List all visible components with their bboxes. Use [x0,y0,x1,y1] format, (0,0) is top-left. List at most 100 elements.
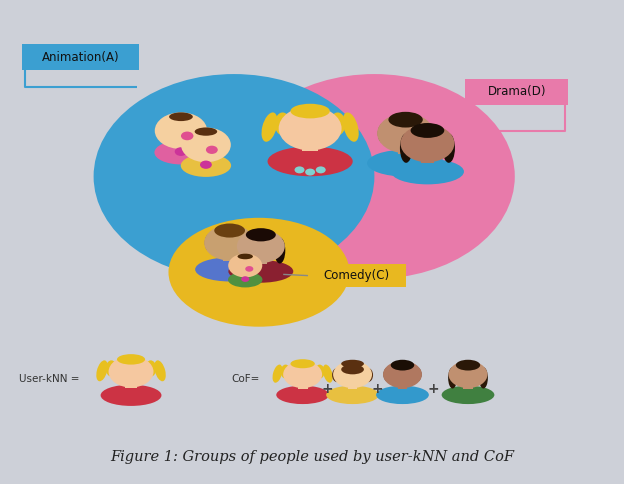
Text: Animation(A): Animation(A) [42,50,119,63]
FancyBboxPatch shape [421,154,434,163]
Ellipse shape [275,112,290,136]
Text: User-kNN =: User-kNN = [19,374,79,384]
FancyBboxPatch shape [223,253,236,261]
Circle shape [449,361,487,388]
Text: +: + [372,381,383,395]
FancyBboxPatch shape [302,141,318,151]
Ellipse shape [169,112,193,121]
Circle shape [175,147,187,156]
Ellipse shape [195,257,264,282]
Ellipse shape [323,364,333,383]
FancyBboxPatch shape [399,145,412,154]
Circle shape [237,229,285,263]
Ellipse shape [100,385,162,406]
Circle shape [333,361,372,388]
Ellipse shape [154,140,207,165]
Ellipse shape [290,359,314,368]
Ellipse shape [273,364,283,383]
FancyBboxPatch shape [308,264,406,287]
Circle shape [383,361,422,388]
Circle shape [181,132,193,140]
Ellipse shape [236,237,247,263]
Circle shape [204,225,255,260]
Ellipse shape [412,367,422,381]
Text: +: + [428,381,439,395]
Text: Figure 1: Groups of people used by user-kNN and CoF: Figure 1: Groups of people used by user-… [110,451,514,464]
Ellipse shape [442,134,455,163]
Ellipse shape [341,364,364,374]
Circle shape [206,146,218,154]
Ellipse shape [238,254,253,259]
Ellipse shape [448,367,457,389]
Text: +: + [322,381,333,395]
Ellipse shape [341,360,364,368]
Ellipse shape [456,360,480,371]
Ellipse shape [363,368,373,382]
Ellipse shape [383,367,392,381]
Ellipse shape [261,112,278,142]
Ellipse shape [376,386,429,404]
Text: CoF=: CoF= [231,374,259,384]
Ellipse shape [391,360,414,371]
Ellipse shape [234,74,515,279]
Ellipse shape [195,127,217,136]
Ellipse shape [181,154,231,177]
Circle shape [228,254,262,277]
Ellipse shape [442,386,494,404]
Ellipse shape [290,104,329,119]
Ellipse shape [343,112,359,142]
Circle shape [377,113,434,153]
Circle shape [305,168,315,176]
Circle shape [241,276,250,282]
Circle shape [279,106,341,151]
Ellipse shape [281,364,291,379]
Circle shape [316,166,326,173]
Ellipse shape [228,260,293,283]
FancyBboxPatch shape [463,382,473,389]
FancyBboxPatch shape [255,256,267,264]
Ellipse shape [332,368,342,382]
Ellipse shape [275,237,285,263]
Ellipse shape [105,361,117,377]
Ellipse shape [330,112,346,136]
Ellipse shape [205,233,217,252]
Ellipse shape [94,74,374,279]
Ellipse shape [411,123,444,138]
FancyBboxPatch shape [22,45,139,70]
Ellipse shape [479,367,488,389]
Circle shape [283,361,322,388]
Circle shape [245,266,253,272]
Circle shape [155,112,207,149]
Circle shape [181,127,231,162]
FancyBboxPatch shape [298,382,308,389]
Ellipse shape [145,361,156,377]
Circle shape [200,161,212,169]
Text: Drama(D): Drama(D) [487,85,546,98]
Ellipse shape [367,150,444,177]
Ellipse shape [243,233,255,252]
Ellipse shape [268,147,353,176]
Ellipse shape [154,360,166,381]
Ellipse shape [228,272,263,287]
Ellipse shape [276,386,329,404]
Ellipse shape [168,218,349,327]
Text: Comedy(C): Comedy(C) [324,269,390,282]
Ellipse shape [96,360,108,381]
Circle shape [401,124,454,162]
Ellipse shape [400,134,412,163]
FancyBboxPatch shape [465,79,568,105]
Ellipse shape [314,364,324,379]
Ellipse shape [421,123,434,144]
Ellipse shape [117,354,145,364]
Circle shape [109,356,154,388]
Ellipse shape [391,159,464,184]
Circle shape [295,166,305,173]
Ellipse shape [326,386,379,404]
Ellipse shape [388,112,423,128]
FancyBboxPatch shape [397,382,407,389]
FancyBboxPatch shape [125,381,137,388]
FancyBboxPatch shape [348,382,358,389]
Ellipse shape [214,224,245,238]
Ellipse shape [378,123,391,144]
Ellipse shape [246,228,276,242]
